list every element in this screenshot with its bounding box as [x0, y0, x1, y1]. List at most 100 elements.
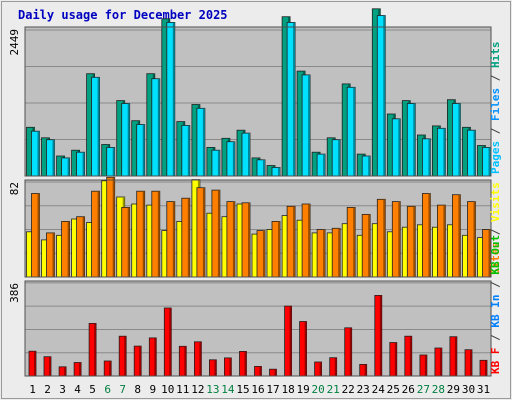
bar-shade: [323, 229, 326, 277]
x-tick-label-day-24: 24: [372, 383, 386, 396]
legend-entry: /: [489, 222, 502, 242]
bar-shade: [274, 369, 277, 376]
bar-shade: [308, 204, 311, 277]
bar-shade: [428, 138, 431, 176]
bar-shade: [485, 360, 487, 376]
bar-shade: [443, 128, 446, 176]
legend-entry: Files: [489, 88, 502, 121]
bar-shade: [187, 125, 190, 176]
bar-shade: [202, 108, 205, 176]
x-tick-label-day-5: 5: [89, 383, 96, 396]
x-tick-label-day-10: 10: [161, 383, 174, 396]
x-tick-label-day-19: 19: [296, 383, 309, 396]
bar-shade: [232, 201, 235, 277]
bar-shade: [52, 139, 55, 176]
bar-shade: [169, 308, 172, 376]
x-tick-label-day-21: 21: [327, 383, 340, 396]
bar-shade: [263, 159, 265, 176]
bar-shade: [112, 147, 115, 176]
legend-visits-sites: Sites / Visits: [489, 182, 502, 275]
bar-shade: [142, 124, 145, 176]
bar-shade: [293, 206, 296, 277]
bar-shade: [217, 190, 220, 277]
x-tick-label-day-4: 4: [74, 383, 81, 396]
panel-pages-files-hits: 2449 Pages / Files / Hits: [8, 8, 502, 177]
bar-shade: [443, 205, 446, 277]
bar-shade: [488, 229, 491, 277]
y-max-label: 82: [8, 182, 21, 195]
legend-pages-files-hits: Pages / Files / Hits: [489, 42, 502, 175]
bar-shade: [64, 366, 67, 376]
chart-title: Daily usage for December 2025: [18, 8, 228, 22]
legend-entry: Visits: [489, 182, 502, 222]
bar-shade: [383, 15, 386, 176]
bar-shade: [368, 156, 371, 176]
bar-shade: [349, 327, 352, 376]
x-tick-label-day-23: 23: [357, 383, 370, 396]
bar-shade: [79, 362, 82, 376]
bar-shade: [157, 78, 160, 176]
y-max-label: 2449: [8, 29, 21, 56]
bar-shade: [67, 221, 70, 277]
bar-shade: [353, 207, 356, 277]
bar-shade: [172, 201, 175, 277]
legend-entry: KB In: [489, 295, 502, 328]
panel-border: [24, 26, 492, 177]
x-tick-label-day-18: 18: [281, 383, 294, 396]
x-tick-label-day-20: 20: [311, 383, 324, 396]
legend-entry: Sites: [489, 242, 502, 275]
panel-visits-sites: 82 Sites / Visits: [8, 176, 502, 278]
legend-entry: /: [489, 121, 502, 141]
chart-panels: 2449 Pages / Files / Hits 82 Sites / Visits…: [8, 8, 502, 377]
x-tick-label-day-8: 8: [134, 383, 141, 396]
bar-shade: [454, 336, 457, 376]
bar-shade: [67, 157, 70, 176]
legend-entry: KB F: [489, 348, 502, 375]
bar-shade: [409, 336, 412, 376]
bar-shade: [473, 201, 476, 277]
bar-shade: [232, 141, 235, 176]
x-tick-label-day-14: 14: [221, 383, 235, 396]
bar-shade: [398, 201, 401, 277]
bar-shade: [278, 167, 280, 176]
bar-shade: [293, 22, 296, 177]
x-axis: 1 2 3 4 5 6 7 8 9 10 11 12 13 14 15 16 17 18 19 20 21 22 23 24 2…: [29, 383, 490, 396]
bar-shade: [413, 103, 416, 176]
bar-shade: [214, 359, 217, 376]
x-tick-label-day-15: 15: [236, 383, 249, 396]
bar-shade: [82, 152, 85, 176]
bar-shade: [34, 351, 36, 376]
bar-shade: [37, 193, 40, 277]
bar-shade: [383, 199, 386, 277]
bar-shade: [304, 321, 307, 376]
bar-shade: [97, 191, 100, 277]
legend-entry: /: [489, 328, 502, 348]
x-tick-label-day-30: 30: [462, 383, 475, 396]
bar-shade: [353, 87, 356, 176]
bar-shade: [217, 150, 220, 176]
x-tick-label-day-22: 22: [342, 383, 355, 396]
bar-shade: [139, 346, 142, 376]
y-max-label: 386: [8, 283, 21, 303]
legend-entry: Hits: [489, 42, 502, 69]
bar-shade: [94, 323, 97, 376]
bar-shade: [319, 362, 322, 376]
bar-shade: [82, 216, 85, 277]
bar-shade: [394, 342, 397, 376]
bar-shade: [109, 361, 112, 376]
bar-shade: [439, 348, 442, 376]
bar-shade: [248, 133, 250, 176]
bar-shade: [199, 341, 202, 376]
panel-background: [25, 281, 491, 376]
bar-shade: [379, 295, 382, 376]
x-tick-label-day-13: 13: [206, 383, 219, 396]
bar-shade: [470, 349, 472, 376]
bar-shade: [248, 202, 250, 277]
bar-shade: [278, 221, 280, 277]
x-tick-label-day-9: 9: [149, 383, 156, 396]
x-tick-label-day-3: 3: [59, 383, 66, 396]
bar-shade: [289, 306, 292, 376]
x-tick-label-day-12: 12: [191, 383, 204, 396]
bar-shade: [154, 337, 157, 376]
